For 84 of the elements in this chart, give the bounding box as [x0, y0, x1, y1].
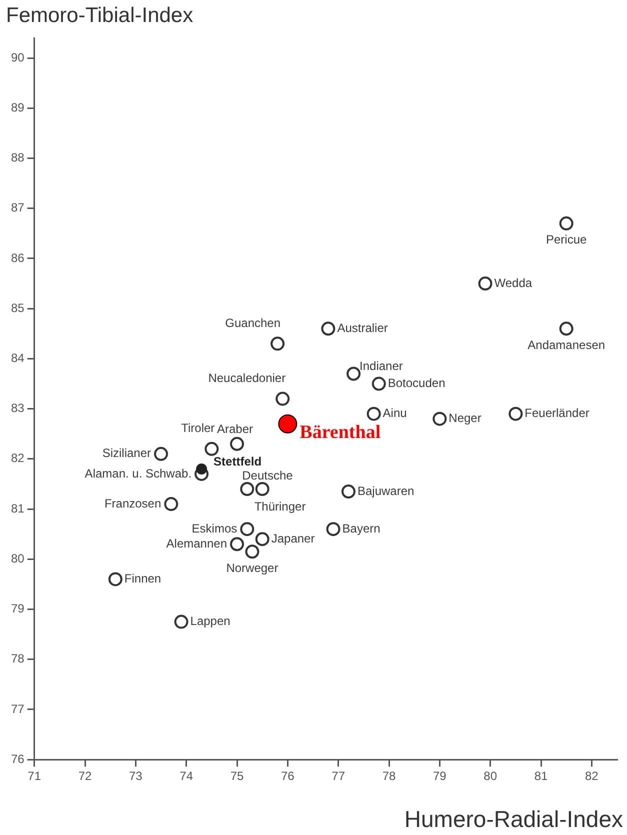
x-tick-label: 78 — [382, 769, 396, 784]
annotation: Araber — [216, 422, 254, 436]
y-tick-label: 80 — [10, 551, 25, 566]
point — [559, 322, 574, 336]
point — [366, 406, 381, 421]
point — [255, 482, 270, 496]
point — [372, 376, 386, 391]
y-tick-label: 87 — [10, 200, 25, 215]
annotation: Botocuden — [388, 376, 446, 390]
annotation: Tiroler — [181, 421, 215, 436]
point — [278, 414, 298, 434]
y-tick-label: 85 — [10, 300, 25, 315]
point — [478, 276, 492, 291]
x-tick-label: 80 — [484, 769, 498, 784]
annotation: Eskimos — [192, 521, 238, 536]
point — [341, 484, 356, 499]
annotation: Feuerländer — [524, 406, 590, 420]
point — [240, 522, 254, 536]
point — [270, 336, 285, 351]
annotation: Bajuwaren — [357, 484, 414, 498]
annotation: Alemannen — [166, 536, 228, 550]
point — [204, 442, 219, 456]
y-tick-label: 76 — [10, 752, 25, 766]
annotation: Japaner — [271, 531, 315, 546]
x-tick-label: 75 — [230, 769, 244, 784]
annotation: Neger — [448, 411, 482, 426]
annotation: Wedda — [494, 276, 532, 290]
x-axis-title: Humero-Radial-Index — [404, 806, 623, 833]
y-tick-label: 88 — [10, 150, 25, 165]
x-tick-label: 73 — [129, 769, 143, 784]
point — [240, 482, 254, 496]
point — [508, 406, 523, 421]
point — [108, 572, 122, 586]
y-tick-label: 77 — [10, 702, 25, 716]
y-tick-label: 79 — [10, 602, 25, 616]
point — [154, 446, 168, 461]
annotation: Stettfeld — [214, 454, 262, 468]
point — [230, 537, 244, 552]
annotation: Ainu — [382, 406, 407, 420]
point — [255, 532, 270, 546]
annotation: Bayern — [342, 521, 380, 536]
y-tick-label: 81 — [10, 501, 25, 516]
annotation: Pericue — [546, 232, 588, 247]
annotation: Norweger — [226, 560, 278, 575]
annotation: Bärenthal — [300, 422, 381, 443]
y-tick-label: 83 — [10, 401, 25, 416]
x-tick-label: 81 — [534, 769, 548, 784]
x-tick-label: 72 — [78, 769, 92, 784]
point — [196, 463, 208, 474]
x-tick-label: 79 — [432, 769, 447, 784]
annotation: Australier — [337, 320, 388, 335]
annotation: Andamanesen — [528, 338, 606, 352]
annotation: Finnen — [124, 572, 162, 586]
point — [346, 366, 361, 381]
annotation: Guanchen — [225, 316, 281, 330]
x-tick-label: 76 — [280, 769, 295, 784]
y-axis-title: Femoro-Tibial-Index — [6, 4, 194, 28]
y-tick-label: 78 — [10, 652, 25, 666]
x-tick-label: 74 — [180, 769, 194, 784]
annotation: Thüringer — [254, 499, 306, 514]
annotation: Indianer — [360, 359, 403, 374]
y-tick-label: 84 — [10, 351, 25, 366]
point — [174, 614, 188, 629]
annotation: Lappen — [190, 614, 230, 628]
point — [245, 544, 260, 559]
annotation: Neucaledonier — [208, 371, 286, 386]
x-tick-label: 77 — [332, 769, 346, 784]
y-tick-label: 89 — [10, 100, 25, 114]
y-tick-label: 82 — [10, 451, 25, 466]
point — [230, 436, 244, 451]
point — [164, 497, 178, 512]
point — [326, 522, 340, 536]
x-tick-label: 71 — [28, 769, 42, 784]
annotation: Franzosen — [104, 496, 162, 510]
point — [276, 392, 290, 406]
point — [432, 412, 447, 426]
annotation: Sizilianer — [102, 446, 152, 460]
x-tick-label: 82 — [584, 769, 599, 784]
point — [321, 322, 336, 336]
annotation: Deutsche — [242, 468, 294, 482]
y-tick-label: 90 — [10, 50, 25, 64]
point — [559, 216, 574, 230]
annotation: Alaman. u. Schwab. — [84, 466, 192, 480]
y-tick-label: 86 — [10, 250, 25, 265]
